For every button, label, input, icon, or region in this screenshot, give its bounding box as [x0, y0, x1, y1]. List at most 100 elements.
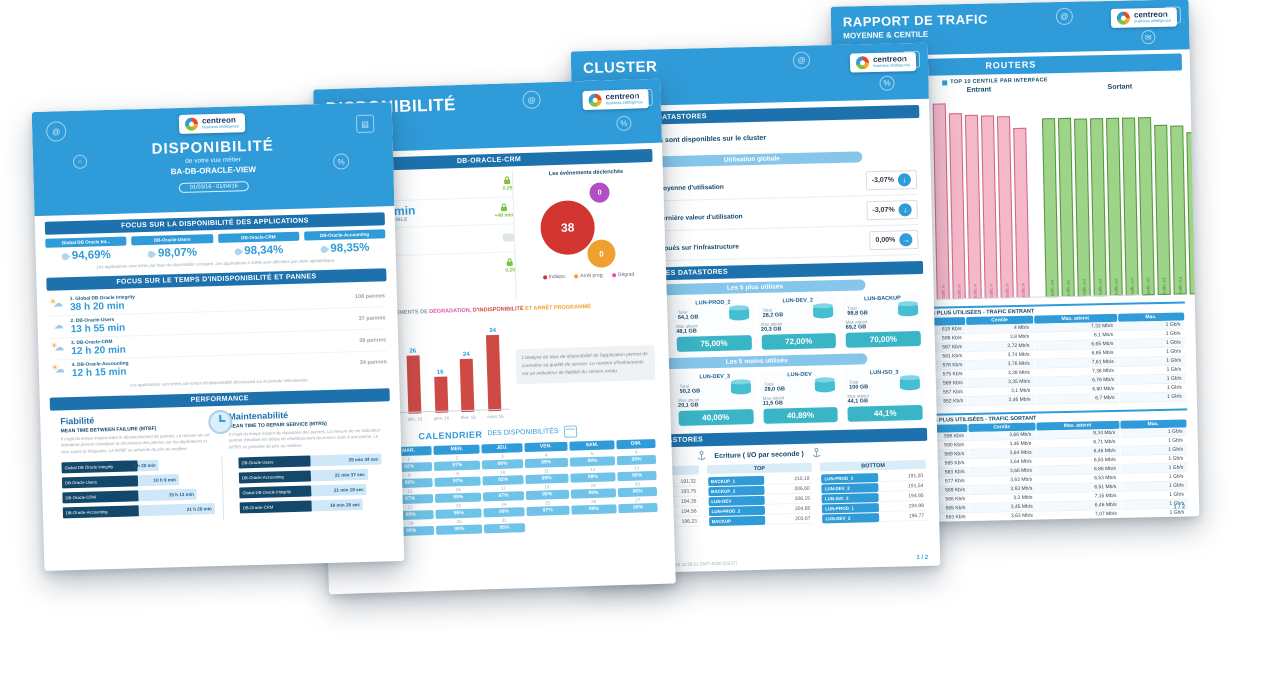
- failure-count: 38 pannes: [359, 337, 387, 344]
- table-cell: 203,67: [766, 514, 813, 525]
- iops-table: BACKUP_1 210,19 BACKUP_2 206,60 LUN-DEV 206,1…: [707, 474, 814, 528]
- table-cell: 7,07 Mb/s: [1037, 509, 1121, 521]
- iops-table: LUN-PROD_3 191,20 LUN-DEV_2 191,54 LUN-ISO_3…: [820, 471, 927, 525]
- server-icon: ▤: [635, 88, 653, 107]
- page-number: 1 / 2: [916, 554, 929, 562]
- lock-icon: [506, 257, 513, 266]
- stat-delta-box: -3,07% ↓: [865, 170, 918, 191]
- app-availability: DB-Oracle-Users 98,07%: [131, 234, 213, 260]
- table-cell: 97%: [483, 490, 525, 502]
- datastore-usage-percent: 40,00%: [678, 409, 754, 426]
- kpi-badge: 0,25: [502, 175, 513, 192]
- table-cell: 92%: [482, 474, 524, 486]
- kpi-column: ☀☁ 98,34% DISPONIBILITÉ 0,25 ☀☁ 12 h 20 …: [327, 170, 516, 304]
- datastore-card: LUN-PROD_2 Total 64,1 GB Max atteint 48,1 GB…: [673, 297, 754, 354]
- datastore-card: LUN-DEV_3 Total 50,2 GB Max atteint 20,1 GB 4…: [675, 371, 756, 428]
- table-cell: 96%: [618, 486, 658, 497]
- datastore-usage-percent: 70,00%: [845, 330, 921, 348]
- iops-title: Ecriture ( I/O par seconde ): [714, 450, 804, 460]
- weather-sun-cloud-icon: ☀☁: [48, 296, 64, 310]
- server-icon: ▤: [902, 50, 921, 69]
- table-cell: 191,54: [879, 481, 926, 493]
- datastore-cylinder-icon: [728, 307, 749, 321]
- table-cell: 99%: [570, 504, 617, 515]
- delta-value: 0,00%: [875, 236, 896, 245]
- performance-block: Fiabilité MEAN TIME BETWEEN FAILURE (MTB…: [52, 405, 389, 458]
- centreon-logo-icon: [588, 93, 602, 107]
- failure-count: 37 pannes: [358, 315, 386, 323]
- kpi-block: ☀☁ 98,34% DISPONIBILITÉ 0,25 ☀☁ 12 h 20 …: [327, 166, 655, 304]
- kpi-badge: [502, 233, 515, 243]
- hbar-row: DB-Oracle-Users 10 h 9 min: [61, 473, 214, 489]
- table-cell: 99%: [436, 524, 483, 535]
- app-name: DB-Oracle-CRM: [217, 231, 300, 243]
- table-cell: SAM.: [568, 440, 615, 451]
- legend-dot-arret: [574, 274, 579, 279]
- centreon-logo-icon: [855, 56, 870, 70]
- datastore-max: Max atteint 20,1 GB: [677, 397, 700, 409]
- table-cell: 6: [635, 449, 638, 455]
- table-cell: 31: [501, 517, 507, 523]
- table-cell: 99%: [617, 470, 657, 481]
- datastore-total: Total 28,2 GB: [762, 307, 784, 319]
- server-icon: ▤: [355, 114, 375, 134]
- bar: traffic in: [964, 114, 982, 299]
- table-cell: 191,20: [878, 471, 926, 483]
- table-cell: BACKUP_1: [707, 475, 765, 487]
- table-cell: LUN-ISO_3: [821, 493, 879, 504]
- page-number: 1 / 2: [1173, 504, 1186, 511]
- table-row: LUN-DEV_2 196,77: [822, 511, 927, 524]
- bubble-indispo: 38: [539, 199, 596, 256]
- table-cell: 6,7 Mb/s: [1035, 393, 1119, 405]
- centreon-logo-badge: centreon business intelligence: [178, 113, 246, 134]
- kpi-badge: 0,25: [505, 257, 515, 273]
- least-used-pill: Les 5 moins utilisés: [646, 353, 868, 370]
- datastore-total: Total 64,1 GB: [677, 309, 699, 321]
- lock-icon: [500, 203, 507, 212]
- mail-icon: ✉: [1141, 30, 1156, 45]
- percent-icon: %: [879, 75, 895, 91]
- bar: traffic out: [1138, 117, 1155, 296]
- events-bubble-chart: 38 0 0: [521, 176, 654, 272]
- drop-icon: [319, 244, 329, 254]
- table-cell: LUN-PROD_1: [822, 503, 879, 514]
- reliability-column: Fiabilité MEAN TIME BETWEEN FAILURE (MTB…: [52, 410, 221, 458]
- availability-value: 94,69%: [71, 248, 111, 263]
- table-cell: 3,63 Mb/s: [970, 511, 1038, 522]
- datastore-max: Max atteint 20,3 GB: [760, 321, 783, 333]
- empty-badge: [502, 233, 515, 243]
- table-cell: 99%: [435, 492, 482, 503]
- datastore-total: Total 50,2 GB: [679, 383, 701, 395]
- bar: 34 mars 16: [486, 327, 504, 420]
- mtrs-bars: DB-Oracle-Users 29 min 34 sec DB-Oracle-Ac…: [221, 451, 392, 521]
- table-cell: 27: [635, 497, 641, 503]
- weather-sun-cloud-icon: ☀☁: [50, 340, 65, 354]
- datastore-card: LUN-BACKUP Total 98,8 GB Max atteint 69,2 GB…: [842, 292, 924, 350]
- app-name: DB-Oracle-Accounting: [303, 229, 386, 241]
- datastore-cylinder-icon: [815, 379, 836, 393]
- table-cell: MER.: [433, 444, 480, 455]
- anchor-icon: [697, 450, 706, 461]
- hbar-row: DB-Oracle-CRM 15 h 13 min: [62, 488, 214, 504]
- stat-delta-box: -3,07% ↓: [866, 200, 918, 221]
- hbar-row: DB-Oracle-Users 29 min 34 sec: [238, 453, 382, 469]
- datastore-usage-percent: 72,00%: [761, 333, 837, 350]
- events-legend: Indispo. Arrêt prog. Dégrad.: [524, 271, 654, 281]
- iops-group-label: TOP: [706, 462, 813, 475]
- table-cell: 24: [501, 501, 507, 507]
- datastore-cylinder-icon: [897, 303, 919, 317]
- iops-group-top: TOP BACKUP_1 210,19 BACKUP_2 206,60 LUN-DEV 2…: [706, 462, 814, 528]
- datastore-max: Max atteint 69,2 GB: [845, 319, 868, 331]
- table-cell: 1 Gb/s: [1119, 392, 1186, 403]
- kpi-row-disponibilite: ☀☁ 98,34% DISPONIBILITÉ 0,25: [327, 170, 513, 204]
- kpi-badge: +48 min: [494, 203, 513, 219]
- datastore-total: Total 100 GB: [849, 379, 869, 391]
- maintainability-column: Maintenabilité MEAN TIME TO REPAIR SERVI…: [220, 405, 389, 453]
- iops-title-row: Ecriture ( I/O par seconde ): [580, 445, 937, 466]
- bar: traffic in: [948, 113, 966, 300]
- table-cell: LUN-PROD_2: [708, 505, 766, 517]
- table-cell: 99%: [617, 454, 657, 465]
- table-cell: 20: [634, 481, 640, 487]
- bar: 26 déc. 15: [406, 348, 423, 422]
- mtrs-description: Il s'agit du temps moyen de réparation d…: [228, 427, 381, 450]
